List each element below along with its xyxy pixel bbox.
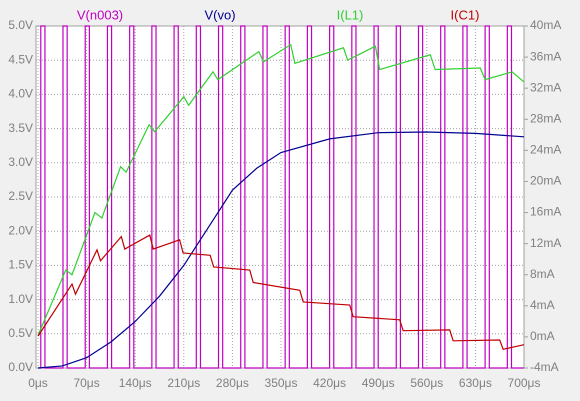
y-tick-label: 2.0V (8, 223, 33, 237)
y-tick-label: 0.0V (8, 360, 33, 374)
y2-tick-label: 36mA (530, 49, 561, 63)
y2-tick-label: 4mA (530, 298, 555, 312)
y2-tick-label: 12mA (530, 236, 561, 250)
y2-tick-label: 28mA (530, 111, 561, 125)
legend-label: I(C1) (451, 7, 480, 22)
y2-tick-label: 16mA (530, 205, 561, 219)
y-tick-label: 3.0V (8, 155, 33, 169)
x-tick-label: 490μs (362, 376, 395, 390)
x-tick-label: 210μs (167, 376, 200, 390)
legend-label: V(n003) (77, 7, 123, 22)
series-line (37, 43, 525, 336)
x-tick-label: 350μs (265, 376, 298, 390)
x-tick-label: 420μs (313, 376, 346, 390)
y2-tick-label: 40mA (530, 18, 561, 32)
x-tick-label: 140μs (119, 376, 152, 390)
series-line (38, 25, 524, 369)
y2-tick-label: 0mA (530, 329, 555, 343)
x-tick-label: 70μs (73, 376, 99, 390)
y-tick-label: 5.0V (8, 18, 33, 32)
series-line (37, 131, 525, 369)
x-tick-label: 560μs (410, 376, 443, 390)
y-tick-label: 1.5V (8, 258, 33, 272)
series-line (37, 234, 525, 351)
y-tick-label: 1.0V (8, 292, 33, 306)
y-tick-label: 4.5V (8, 52, 33, 66)
y2-tick-label: 20mA (530, 174, 561, 188)
x-tick-label: 630μs (459, 376, 492, 390)
x-tick-label: 700μs (508, 376, 541, 390)
legend-label: I(L1) (337, 7, 364, 22)
y-tick-label: 4.0V (8, 87, 33, 101)
x-tick-label: 0μs (28, 376, 48, 390)
y-tick-label: 0.5V (8, 326, 33, 340)
legend-label: V(vo) (204, 7, 235, 22)
x-tick-label: 280μs (216, 376, 249, 390)
y2-tick-label: 24mA (530, 143, 561, 157)
y-tick-label: 2.5V (8, 189, 33, 203)
y2-tick-label: -4mA (530, 360, 559, 374)
y2-tick-label: 8mA (530, 267, 555, 281)
y2-tick-label: 32mA (530, 80, 561, 94)
y-tick-label: 3.5V (8, 121, 33, 135)
